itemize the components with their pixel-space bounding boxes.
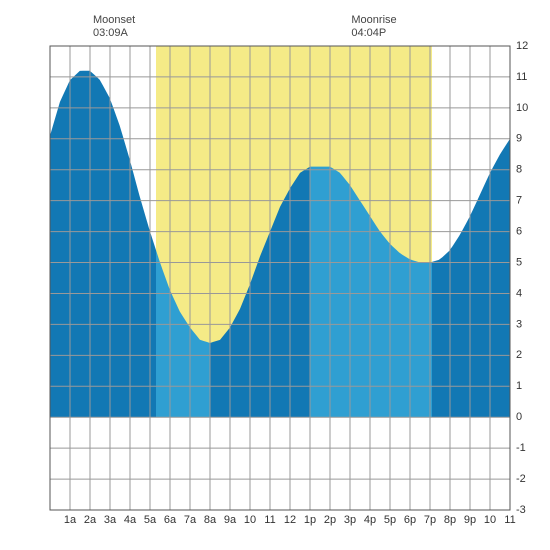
- x-tick-label: 8a: [204, 514, 217, 526]
- x-tick-label: 6a: [164, 514, 177, 526]
- y-tick-label: 4: [516, 287, 522, 299]
- x-tick-label: 2a: [84, 514, 97, 526]
- x-tick-label: 11: [264, 514, 275, 526]
- x-tick-label: 4p: [364, 514, 376, 526]
- y-tick-label: 11: [516, 71, 527, 83]
- y-tick-label: -3: [516, 504, 526, 516]
- x-tick-label: 7p: [424, 514, 436, 526]
- x-tick-label: 8p: [444, 514, 456, 526]
- moonset-time: 03:09A: [93, 27, 135, 40]
- y-tick-label: 3: [516, 318, 522, 330]
- y-tick-label: 9: [516, 133, 522, 145]
- x-tick-label: 3p: [344, 514, 356, 526]
- x-tick-label: 4a: [124, 514, 137, 526]
- x-tick-label: 3a: [104, 514, 117, 526]
- y-tick-label: 2: [516, 349, 522, 361]
- x-tick-label: 5a: [144, 514, 157, 526]
- x-tick-label: 6p: [404, 514, 416, 526]
- moonrise-annotation: Moonrise 04:04P: [351, 14, 396, 40]
- y-tick-label: 8: [516, 164, 522, 176]
- y-tick-label: 6: [516, 226, 522, 238]
- moonrise-label: Moonrise: [351, 14, 396, 27]
- moonrise-time: 04:04P: [351, 27, 396, 40]
- moonset-annotation: Moonset 03:09A: [93, 14, 135, 40]
- y-tick-label: -1: [516, 442, 526, 454]
- x-tick-label: 2p: [324, 514, 336, 526]
- tide-chart: Moonset 03:09A Moonrise 04:04P -3-2-1012…: [10, 10, 540, 540]
- y-tick-label: 7: [516, 195, 522, 207]
- x-tick-label: 10: [244, 514, 256, 526]
- y-tick-label: 0: [516, 411, 522, 423]
- x-tick-label: 1p: [304, 514, 316, 526]
- x-tick-label: 12: [284, 514, 296, 526]
- moonset-label: Moonset: [93, 14, 135, 27]
- y-tick-label: 1: [516, 380, 522, 392]
- x-tick-label: 9a: [224, 514, 237, 526]
- x-tick-label: 10: [484, 514, 496, 526]
- y-tick-label: -2: [516, 473, 526, 485]
- chart-svg: -3-2-101234567891011121a2a3a4a5a6a7a8a9a…: [10, 10, 540, 540]
- y-tick-label: 12: [516, 40, 528, 52]
- y-tick-label: 10: [516, 102, 528, 114]
- x-tick-label: 9p: [464, 514, 476, 526]
- x-tick-label: 7a: [184, 514, 197, 526]
- x-tick-label: 1a: [64, 514, 77, 526]
- x-tick-label: 5p: [384, 514, 396, 526]
- x-tick-label: 11: [504, 514, 515, 526]
- y-tick-label: 5: [516, 256, 522, 268]
